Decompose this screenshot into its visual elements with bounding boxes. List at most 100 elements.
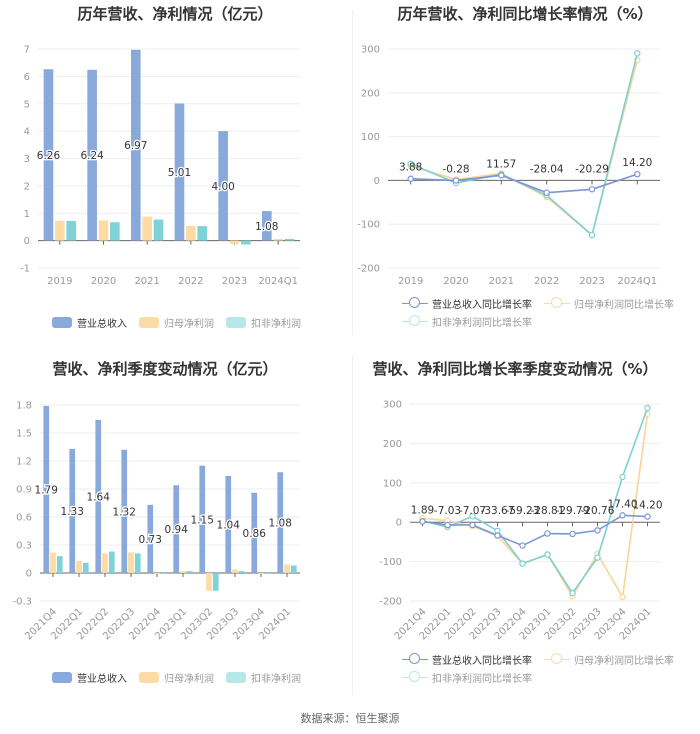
svg-text:-33.67: -33.67 bbox=[481, 505, 515, 517]
svg-text:-7.07: -7.07 bbox=[459, 505, 486, 517]
svg-text:2022: 2022 bbox=[534, 276, 559, 287]
svg-text:2020: 2020 bbox=[443, 276, 468, 287]
legend-swatch-deducted-profit bbox=[226, 316, 246, 328]
svg-text:200: 200 bbox=[383, 439, 402, 450]
svg-text:2019: 2019 bbox=[398, 276, 423, 287]
svg-text:2024Q1: 2024Q1 bbox=[258, 276, 298, 287]
legend-line-icon bbox=[544, 297, 570, 309]
svg-text:-28.81: -28.81 bbox=[531, 505, 565, 517]
legend-line-icon bbox=[402, 653, 428, 665]
svg-text:-20.76: -20.76 bbox=[581, 505, 615, 517]
svg-text:6.24: 6.24 bbox=[80, 150, 104, 162]
legend-item-deducted-growth[interactable]: 扣非净利润同比增长率 bbox=[402, 668, 532, 686]
legend-item-deducted-growth[interactable]: 扣非净利润同比增长率 bbox=[402, 312, 532, 330]
svg-text:-200: -200 bbox=[379, 597, 402, 608]
line-chart-quarterly-growth: 3002001000-100-2002021Q42022Q12022Q22022… bbox=[379, 400, 662, 643]
svg-text:-1: -1 bbox=[20, 264, 30, 275]
svg-text:-0.3: -0.3 bbox=[12, 597, 32, 608]
svg-text:0.73: 0.73 bbox=[139, 534, 162, 546]
svg-text:100: 100 bbox=[361, 132, 380, 143]
svg-text:0: 0 bbox=[26, 569, 32, 580]
svg-text:-100: -100 bbox=[379, 557, 402, 568]
panel-divider-bottom bbox=[352, 355, 353, 695]
svg-text:200: 200 bbox=[361, 88, 380, 99]
legend-item-net-profit[interactable]: 归母净利润 bbox=[139, 668, 214, 686]
svg-text:1.89: 1.89 bbox=[411, 504, 434, 516]
svg-text:14.20: 14.20 bbox=[632, 500, 662, 512]
line-chart-annual-growth: 300 200 100 0 -100 -200 2019 2020 2021 2022 2023 20… bbox=[357, 45, 660, 287]
svg-text:-0.28: -0.28 bbox=[442, 163, 469, 175]
svg-text:-28.04: -28.04 bbox=[530, 163, 564, 175]
legend-swatch-net-profit bbox=[139, 671, 159, 683]
svg-text:1.2: 1.2 bbox=[16, 457, 32, 468]
svg-text:11.57: 11.57 bbox=[486, 158, 516, 170]
svg-text:6.26: 6.26 bbox=[37, 150, 61, 162]
svg-text:0.3: 0.3 bbox=[16, 541, 32, 552]
svg-text:1.64: 1.64 bbox=[87, 491, 111, 503]
panel-divider-top bbox=[352, 10, 353, 335]
legend-item-revenue-growth[interactable]: 营业总收入同比增长率 bbox=[402, 294, 532, 312]
legend-item-revenue-growth[interactable]: 营业总收入同比增长率 bbox=[402, 650, 532, 668]
bar-chart-quarterly: 1.81.51.20.90.60.30-0.32021Q42022Q12022Q… bbox=[12, 401, 300, 642]
legend-item-net-growth[interactable]: 归母净利润同比增长率 bbox=[544, 294, 674, 312]
legend-line-icon bbox=[402, 671, 428, 683]
legend-item-revenue[interactable]: 营业总收入 bbox=[52, 313, 127, 331]
chart-quarterly-growth-rate: 营收、净利同比增长率季度变动情况（%） 300 200 100 0 -100 -200 20… bbox=[350, 350, 700, 700]
svg-text:3: 3 bbox=[24, 154, 30, 165]
svg-text:5.01: 5.01 bbox=[168, 167, 191, 179]
chart-legend: 营业总收入 归母净利润 扣非净利润 bbox=[52, 313, 313, 331]
data-source-footer: 数据来源：恒生聚源 bbox=[300, 712, 400, 725]
svg-text:4: 4 bbox=[24, 127, 30, 138]
legend-line-icon bbox=[544, 653, 570, 665]
legend-line-icon bbox=[402, 297, 428, 309]
svg-text:4.00: 4.00 bbox=[211, 181, 234, 193]
chart-title: 营收、净利同比增长率季度变动情况（%） bbox=[372, 360, 658, 378]
svg-text:1.15: 1.15 bbox=[191, 514, 214, 526]
legend-item-revenue[interactable]: 营业总收入 bbox=[52, 668, 127, 686]
legend-item-deducted-profit[interactable]: 扣非净利润 bbox=[226, 668, 301, 686]
legend-swatch-revenue bbox=[52, 316, 72, 328]
svg-text:5: 5 bbox=[24, 99, 30, 110]
legend-swatch-deducted-profit bbox=[226, 671, 246, 683]
svg-text:0.94: 0.94 bbox=[165, 524, 189, 536]
chart-title: 历年营收、净利情况（亿元） bbox=[77, 5, 273, 23]
chart-legend: 营业总收入 归母净利润 扣非净利润 bbox=[52, 668, 313, 686]
svg-text:2020: 2020 bbox=[91, 276, 116, 287]
svg-text:1.04: 1.04 bbox=[217, 519, 241, 531]
svg-text:-29.79: -29.79 bbox=[556, 505, 590, 517]
legend-item-deducted-profit[interactable]: 扣非净利润 bbox=[226, 313, 301, 331]
svg-text:-20.29: -20.29 bbox=[575, 163, 609, 175]
svg-text:100: 100 bbox=[383, 478, 402, 489]
svg-text:0: 0 bbox=[24, 236, 30, 247]
chart-annual-growth-rate: 历年营收、净利同比增长率情况（%） 300 200 100 0 -100 -200 2019… bbox=[350, 0, 700, 340]
svg-text:2023: 2023 bbox=[222, 276, 247, 287]
svg-text:-200: -200 bbox=[357, 264, 380, 275]
svg-text:300: 300 bbox=[383, 400, 402, 411]
bar-chart-annual: 7 6 5 4 3 2 1 0 -1 2019 2020 2021 2022 2023 2024Q1 6.26… bbox=[20, 45, 300, 287]
svg-text:1.5: 1.5 bbox=[16, 429, 32, 440]
legend-line-icon bbox=[402, 315, 428, 327]
chart-title: 历年营收、净利同比增长率情况（%） bbox=[397, 5, 653, 23]
svg-text:1.32: 1.32 bbox=[113, 506, 136, 518]
svg-text:-59.23: -59.23 bbox=[506, 505, 540, 517]
legend-swatch-revenue bbox=[52, 671, 72, 683]
svg-text:0.86: 0.86 bbox=[243, 528, 267, 540]
svg-text:6: 6 bbox=[24, 72, 30, 83]
svg-text:2021: 2021 bbox=[134, 276, 159, 287]
svg-text:2022: 2022 bbox=[178, 276, 203, 287]
svg-text:1.08: 1.08 bbox=[269, 518, 292, 530]
svg-text:2019: 2019 bbox=[47, 276, 72, 287]
svg-text:1.8: 1.8 bbox=[16, 401, 32, 412]
svg-text:-7.03: -7.03 bbox=[434, 505, 461, 517]
svg-text:300: 300 bbox=[361, 45, 380, 56]
svg-text:7: 7 bbox=[24, 45, 30, 56]
svg-text:2: 2 bbox=[24, 181, 30, 192]
legend-item-net-growth[interactable]: 归母净利润同比增长率 bbox=[544, 650, 674, 668]
svg-text:17.40: 17.40 bbox=[607, 498, 637, 510]
svg-text:1.33: 1.33 bbox=[61, 506, 84, 518]
chart-title: 营收、净利季度变动情况（亿元） bbox=[52, 360, 278, 378]
svg-text:14.20: 14.20 bbox=[622, 157, 652, 169]
svg-text:1: 1 bbox=[24, 209, 30, 220]
chart-quarterly-revenue-profit: 营收、净利季度变动情况（亿元） 1.8 1.5 1.2 0.9 0.6 0.3 0 -0.3 2… bbox=[0, 350, 350, 700]
legend-item-net-profit[interactable]: 归母净利润 bbox=[139, 313, 214, 331]
